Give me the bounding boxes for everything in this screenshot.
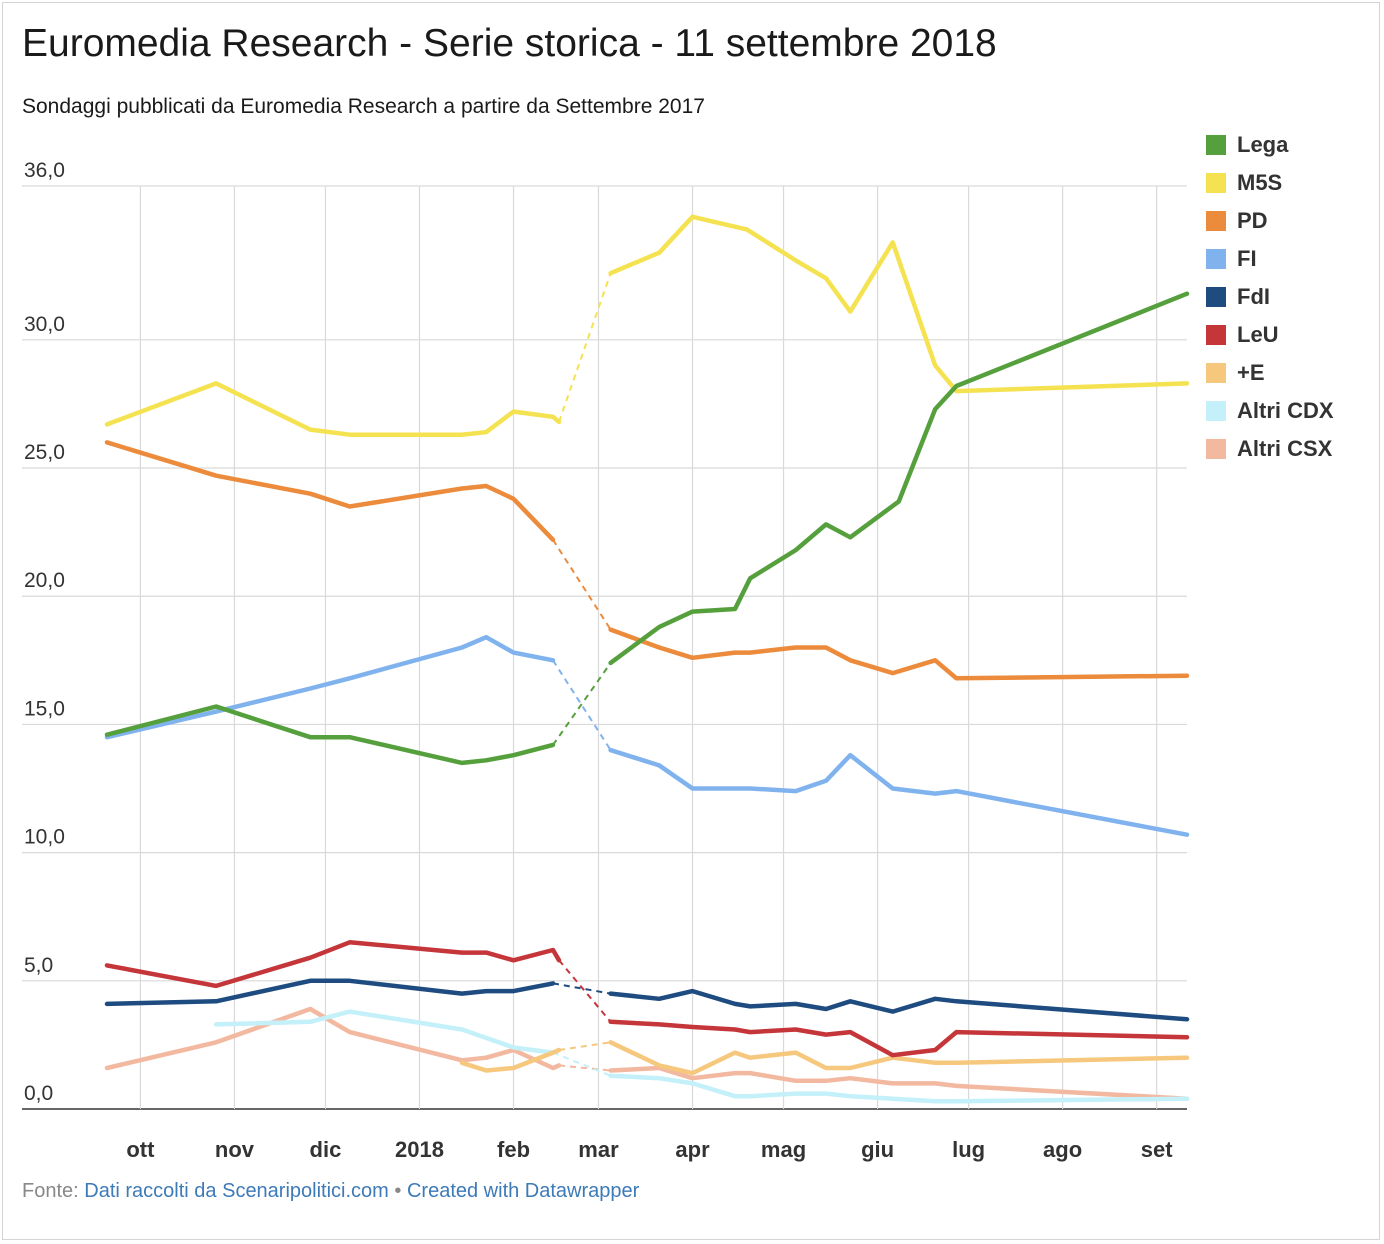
y-tick-label: 10,0 (24, 826, 65, 849)
series-line-altri-csx (608, 1065, 1190, 1101)
datawrapper-link[interactable]: Created with Datawrapper (406, 1180, 640, 1202)
series-gap-fdi (552, 982, 611, 995)
legend-label: FI (1237, 246, 1257, 271)
y-tick-labels: 0,0 5,0 10,0 15,0 20,0 25,0 30,0 36,0 (24, 159, 65, 1105)
x-tick-labels: ott nov dic 2018 feb mar apr mag giu lug ago set (126, 1137, 1173, 1162)
legend-item: Altri CSX (1206, 430, 1334, 468)
y-tick-label: 15,0 (24, 697, 65, 720)
series-line-m5s (104, 381, 562, 437)
legend-swatch (1206, 325, 1226, 345)
series-line-m5s (608, 214, 1190, 394)
legend-label: Lega (1237, 132, 1289, 157)
series-line-fdi (104, 978, 556, 1007)
series-gap-pd (552, 539, 612, 631)
legend-swatch (1206, 135, 1226, 155)
series-gap-leu (558, 959, 612, 1023)
y-tick-label: 20,0 (24, 569, 65, 592)
legend-item: LeU (1206, 316, 1334, 354)
legend-swatch (1206, 363, 1226, 383)
series-line-e (608, 1040, 1190, 1076)
legend-swatch (1206, 401, 1226, 421)
series-line-pd (104, 440, 556, 543)
legend-swatch (1206, 287, 1226, 307)
legend-item: PD (1206, 202, 1334, 240)
legend-item: FdI (1206, 278, 1334, 316)
chart-subtitle: Sondaggi pubblicati da Euromedia Researc… (22, 95, 705, 118)
y-tick-label: 30,0 (24, 313, 65, 336)
source-link[interactable]: Dati raccolti da Scenaripolitici.com (84, 1180, 389, 1202)
legend-label: Altri CDX (1237, 398, 1334, 423)
series-line-leu (104, 940, 562, 989)
y-tick-label: 5,0 (24, 954, 53, 977)
x-tick-label: mag (761, 1137, 806, 1162)
series-gap-e (558, 1041, 611, 1052)
series-gap-fi (552, 659, 612, 751)
x-tick-label: lug (952, 1137, 985, 1162)
legend-item: +E (1206, 354, 1334, 392)
series-line-fi (104, 634, 556, 740)
footer: Fonte: Dati raccolti da Scenaripolitici.… (22, 1180, 639, 1203)
x-tick-label: apr (675, 1137, 710, 1162)
legend-item: FI (1206, 240, 1334, 278)
x-tick-label: nov (215, 1137, 255, 1162)
series-line-altri-csx (104, 1006, 562, 1071)
legend-swatch (1206, 211, 1226, 231)
legend-swatch (1206, 249, 1226, 269)
series-line-fdi (608, 988, 1190, 1022)
footer-separator: • (394, 1180, 402, 1202)
legend-label: +E (1237, 360, 1265, 385)
footer-prefix: Fonte: (22, 1180, 79, 1202)
y-tick-label: 0,0 (24, 1082, 53, 1105)
series-line-leu (608, 1019, 1190, 1058)
legend-swatch (1206, 173, 1226, 193)
series-lines (104, 214, 1190, 1104)
legend-swatch (1206, 439, 1226, 459)
x-tick-label: dic (310, 1137, 342, 1162)
chart-title: Euromedia Research - Serie storica - 11 … (22, 22, 997, 65)
series-line-lega (104, 704, 556, 766)
series-gap-altri-cdx (552, 1051, 611, 1077)
x-tick-label: ago (1043, 1137, 1082, 1162)
x-tick-label: mar (578, 1137, 619, 1162)
series-line-lega (608, 291, 1190, 666)
series-line-altri-cdx (213, 1009, 556, 1055)
legend-label: PD (1237, 208, 1268, 233)
legend-item: Lega (1206, 126, 1334, 164)
series-gap-lega (552, 662, 612, 746)
x-tick-label: feb (497, 1137, 530, 1162)
x-gridlines (139, 186, 1158, 1109)
legend-item: M5S (1206, 164, 1334, 202)
legend-label: LeU (1237, 322, 1279, 347)
y-tick-label: 36,0 (24, 159, 65, 182)
legend-item: Altri CDX (1206, 392, 1334, 430)
series-line-e (459, 1047, 562, 1073)
series-line-fi (608, 747, 1190, 837)
legend: Lega M5S PD FI FdI LeU +E Altri CDX Altri CSX (1206, 126, 1334, 468)
x-tick-label: set (1141, 1137, 1173, 1162)
x-tick-label: 2018 (395, 1137, 444, 1162)
series-line-altri-cdx (608, 1073, 1190, 1104)
series-gap-altri-csx (558, 1064, 611, 1072)
x-tick-label: giu (861, 1137, 894, 1162)
y-tick-label: 25,0 (24, 441, 65, 464)
legend-label: FdI (1237, 284, 1270, 309)
series-line-pd (608, 627, 1190, 681)
legend-label: M5S (1237, 170, 1283, 195)
series-gap-m5s (558, 272, 612, 423)
x-tick-label: ott (126, 1137, 155, 1162)
legend-label: Altri CSX (1237, 436, 1333, 461)
y-gridlines (22, 185, 1187, 1110)
